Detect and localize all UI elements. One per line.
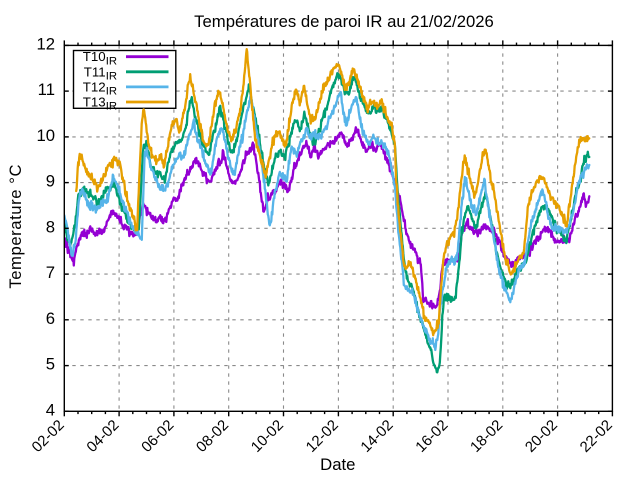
svg-text:10: 10 xyxy=(36,126,55,145)
svg-text:9: 9 xyxy=(46,172,55,191)
svg-text:12: 12 xyxy=(36,35,55,54)
svg-text:4: 4 xyxy=(46,400,55,419)
svg-text:11: 11 xyxy=(38,80,55,99)
svg-text:Températures de paroi IR au 21: Températures de paroi IR au 21/02/2026 xyxy=(194,12,494,31)
svg-text:Temperature °C: Temperature °C xyxy=(6,164,25,289)
svg-text:7: 7 xyxy=(46,263,55,282)
svg-text:6: 6 xyxy=(46,309,55,328)
svg-text:Date: Date xyxy=(320,455,355,474)
svg-text:5: 5 xyxy=(46,355,55,374)
svg-text:8: 8 xyxy=(46,217,55,236)
